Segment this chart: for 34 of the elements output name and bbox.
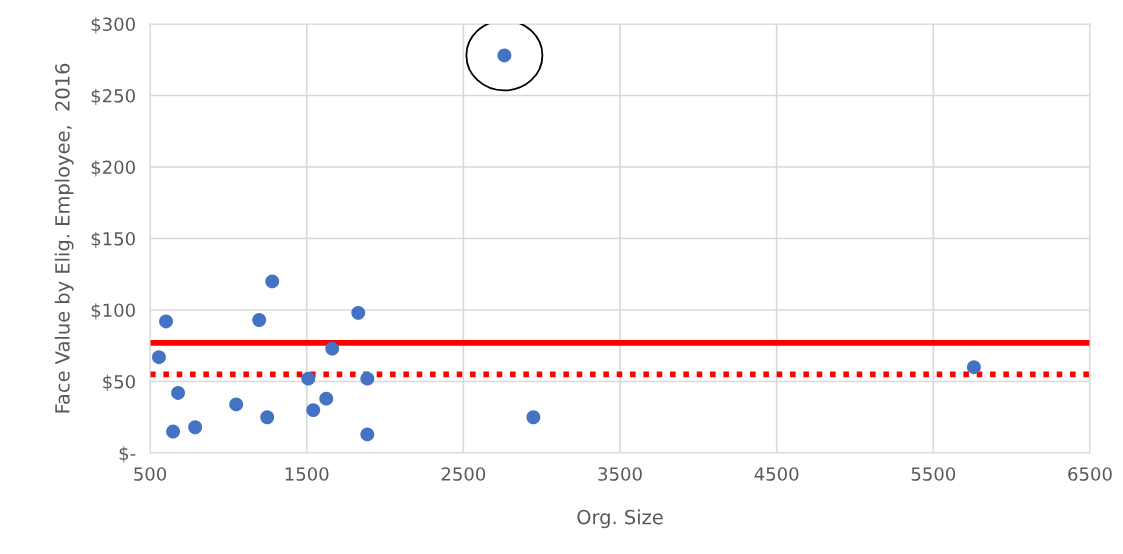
point [171, 386, 186, 400]
point [325, 341, 340, 356]
point [166, 424, 181, 439]
point [188, 420, 203, 435]
x-tick-label: 6500 [1068, 467, 1112, 481]
point [159, 314, 173, 329]
y-tick-label: $150 [91, 231, 135, 249]
point [260, 410, 275, 425]
x-tick-label: 500 [134, 467, 167, 481]
x-tick-label: 1500 [285, 467, 329, 481]
x-tick-label: 2500 [441, 467, 486, 481]
x-tick-label: 4500 [754, 467, 799, 481]
y-tick-label: $100 [91, 303, 135, 320]
x-tick-label: 3500 [598, 467, 642, 481]
point [360, 427, 375, 442]
point [526, 410, 541, 425]
point [229, 397, 244, 412]
point [152, 350, 166, 365]
y-tick-label: $50 [103, 374, 135, 392]
point [301, 371, 316, 386]
point [360, 371, 375, 386]
point [252, 313, 267, 327]
y-tick-label: $- [119, 446, 136, 463]
y-tick-label: $250 [91, 88, 135, 106]
point [319, 391, 334, 406]
point [966, 360, 981, 375]
y-axis-title: Face Value by Elig. Employee, 2016 [54, 63, 74, 413]
point [265, 274, 280, 289]
y-tick-label: $300 [91, 17, 135, 34]
point [306, 403, 321, 418]
x-tick-label: 5500 [911, 467, 956, 481]
x-axis-title: Org. Size [577, 509, 663, 529]
point [351, 305, 366, 320]
y-tick-label: $200 [91, 160, 135, 177]
